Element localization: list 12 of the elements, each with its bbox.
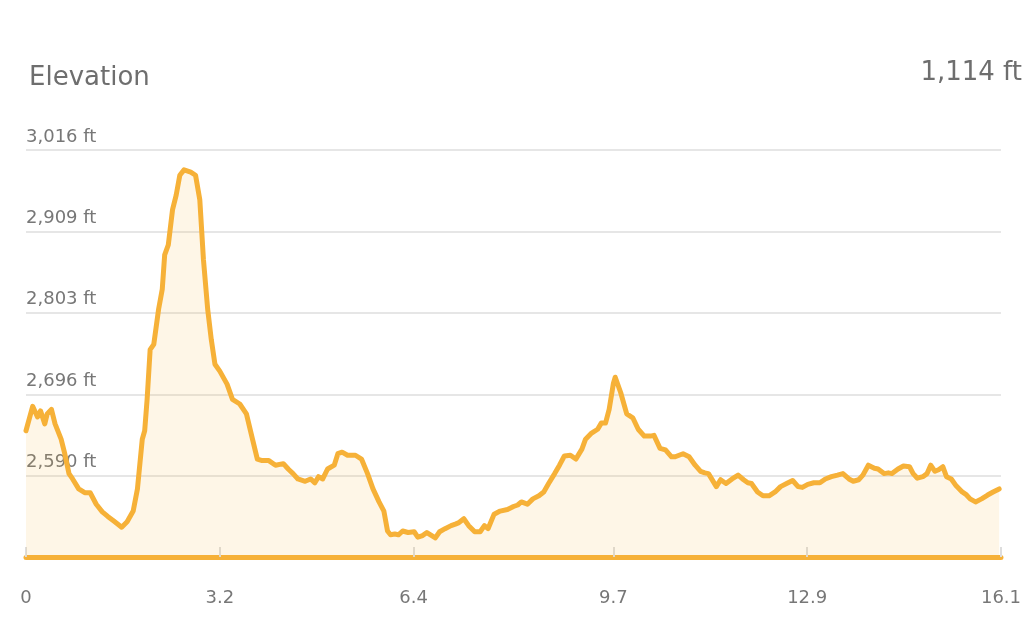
chart-title: Elevation [29, 61, 150, 91]
x-tick-label: 3.2 [205, 585, 235, 607]
y-tick-label: 2,803 ft [26, 287, 97, 309]
x-tick-label: 0 [20, 585, 32, 607]
x-tick-label: 9.7 [599, 585, 628, 607]
x-tick-label: 6.4 [399, 585, 428, 607]
x-tick-label: 16.1 [980, 585, 1021, 607]
y-tick-label: 2,696 ft [26, 369, 97, 391]
text: 1,114 ft [920, 56, 1023, 86]
y-tick-label: 3,016 ft [26, 124, 97, 146]
y-tick-label: 2,909 ft [26, 206, 97, 228]
x-tick-label: 12.9 [787, 585, 828, 607]
